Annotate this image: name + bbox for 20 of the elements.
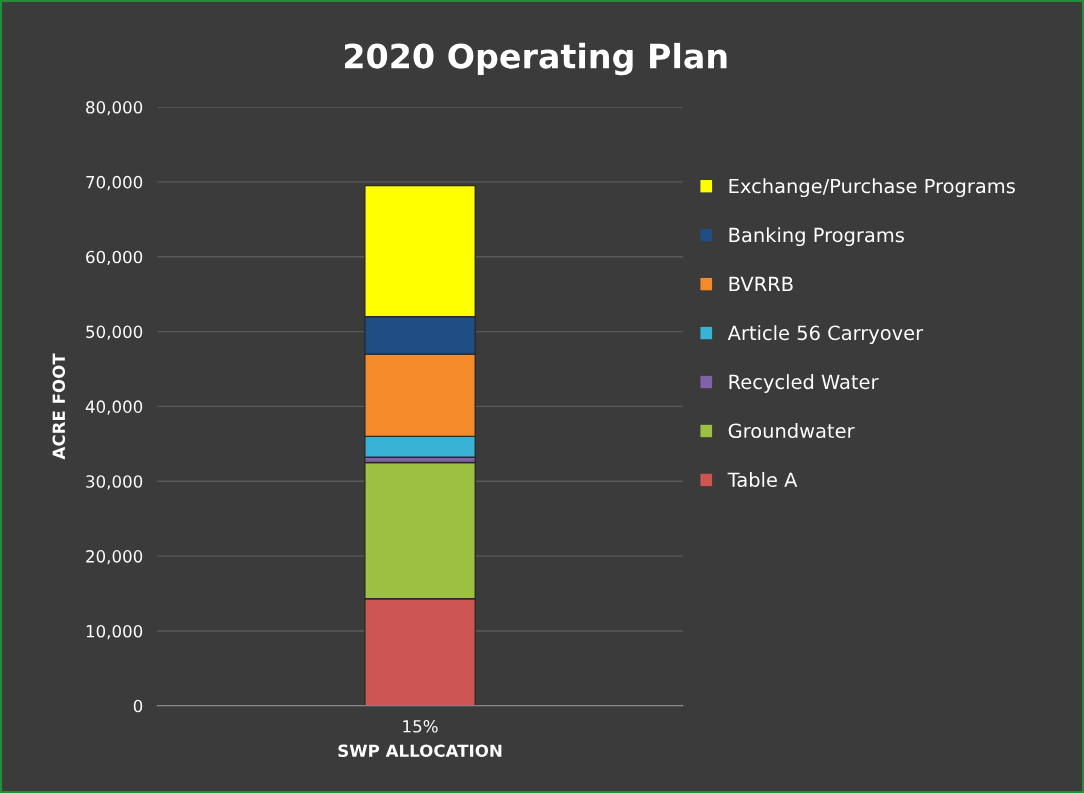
y-tick-label: 60,000: [86, 250, 143, 265]
y-tick-label: 50,000: [86, 325, 143, 340]
legend-label: BVRRB: [729, 276, 793, 291]
legend-label: Recycled Water: [729, 374, 879, 393]
y-tick-label: 30,000: [86, 475, 143, 490]
legend-label: Article 56 Carryover: [727, 325, 924, 344]
y-tick-label: 80,000: [86, 101, 143, 116]
legend-label: Banking Programs: [729, 227, 904, 247]
y-tick-label: 70,000: [86, 175, 143, 191]
chart-title: 2020 Operating Plan: [344, 42, 727, 76]
y-tick-label: 40,000: [85, 400, 143, 415]
x-tick-label: 15%: [403, 719, 438, 733]
y-tick-label: 0: [133, 699, 143, 713]
legend-label: Exchange/Purchase Programs: [729, 178, 1015, 198]
y-tick-label: 10,000: [86, 624, 143, 640]
y-tick-label: 20,000: [86, 550, 143, 565]
legend-label: Table A: [727, 472, 798, 488]
x-axis-title: SWP ALLOCATION: [338, 744, 502, 758]
y-axis-title: ACRE FOOT: [52, 353, 66, 460]
legend-label: Groundwater: [728, 423, 855, 439]
